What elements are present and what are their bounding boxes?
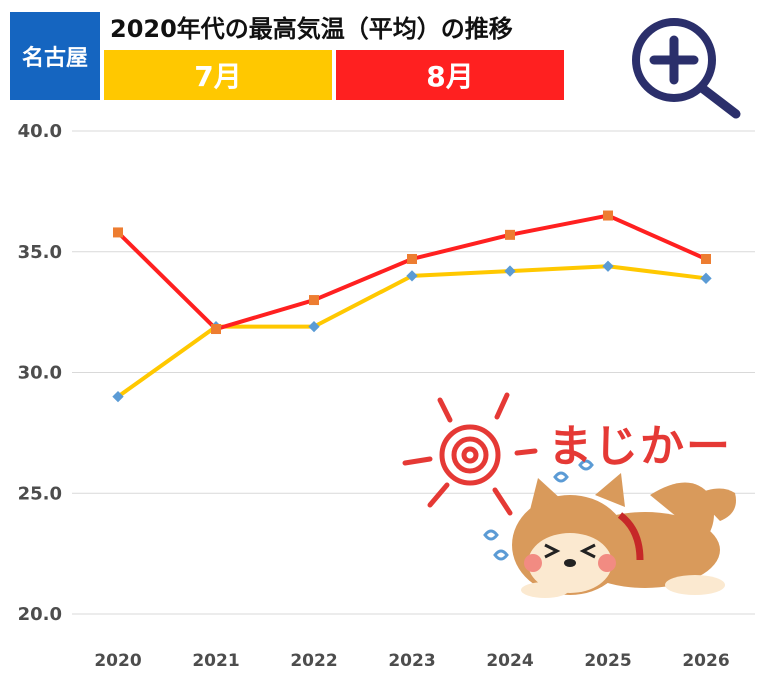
- y-tick-label: 35.0: [18, 242, 62, 263]
- point-july: [504, 265, 516, 277]
- exclamation-text: まじかー: [548, 421, 732, 472]
- chart-title: 2020年代の最高気温（平均）の推移: [110, 14, 513, 43]
- city-name: 名古屋: [21, 46, 88, 71]
- point-july: [406, 270, 418, 282]
- x-tick-label: 2025: [584, 651, 631, 671]
- point-august: [603, 210, 613, 221]
- point-august: [211, 324, 221, 335]
- y-tick-label: 40.0: [18, 121, 62, 142]
- point-july: [602, 260, 614, 272]
- x-tick-label: 2022: [290, 651, 337, 671]
- point-august: [309, 295, 319, 306]
- point-august: [701, 253, 711, 264]
- series-line-july: [116, 264, 707, 399]
- point-august: [407, 253, 417, 264]
- x-axis-ticks: 2020 2021 2022 2023 2024 2025 2026: [94, 651, 729, 671]
- point-august: [113, 227, 123, 238]
- legend-august-label: 8月: [426, 60, 474, 93]
- legend-july: 7月: [104, 50, 332, 100]
- grid-lines: [72, 130, 755, 615]
- x-tick-label: 2026: [682, 651, 729, 671]
- x-tick-label: 2024: [486, 651, 533, 671]
- y-tick-label: 20.0: [18, 604, 62, 625]
- dog-icon: [512, 473, 736, 598]
- series-lines: [116, 213, 707, 399]
- sun-icon: [402, 392, 538, 516]
- series-markers: [112, 210, 712, 403]
- y-tick-label: 25.0: [18, 483, 62, 504]
- legend-july-label: 7月: [194, 60, 242, 93]
- y-tick-label: 30.0: [18, 363, 62, 384]
- point-july: [700, 272, 712, 284]
- y-axis-ticks: 40.0 35.0 30.0 25.0 20.0: [18, 121, 62, 625]
- point-july: [308, 320, 320, 333]
- city-badge: 名古屋: [10, 12, 100, 100]
- shiba-illustration: [402, 392, 736, 598]
- x-tick-label: 2020: [94, 651, 141, 671]
- point-august: [505, 229, 515, 240]
- x-tick-label: 2021: [192, 651, 239, 671]
- x-tick-label: 2023: [388, 651, 435, 671]
- legend-august: 8月: [336, 50, 564, 100]
- sweat-drops-icon: [483, 459, 594, 561]
- magnifier-plus-icon[interactable]: [624, 14, 744, 120]
